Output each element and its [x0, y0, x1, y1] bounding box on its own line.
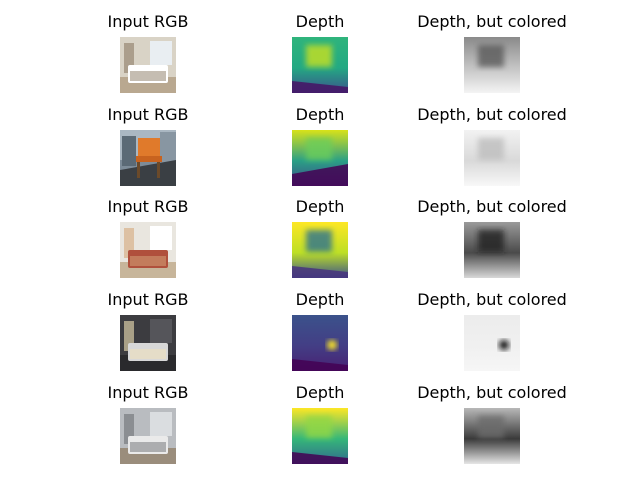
depth-image	[292, 37, 348, 93]
depth-image	[292, 408, 348, 464]
panel-title: Input RGB	[107, 290, 189, 309]
depth-colored-image	[464, 37, 520, 93]
depth-colored-image	[464, 130, 520, 186]
rgb-image	[120, 408, 176, 464]
depth-colored-image	[464, 315, 520, 371]
rgb-image	[120, 37, 176, 93]
panel-title: Depth, but colored	[417, 197, 567, 216]
depth-colored-image	[464, 222, 520, 278]
rgb-image	[120, 315, 176, 371]
depth-image	[292, 222, 348, 278]
panel-title: Depth, but colored	[417, 12, 567, 31]
panel-title: Depth, but colored	[417, 290, 567, 309]
panel-title: Input RGB	[107, 383, 189, 402]
rgb-image	[120, 222, 176, 278]
panel-title: Depth, but colored	[417, 383, 567, 402]
panel-title: Depth	[295, 290, 345, 309]
panel-title: Depth	[295, 383, 345, 402]
panel-title: Depth	[295, 12, 345, 31]
panel-title: Depth, but colored	[417, 105, 567, 124]
depth-image	[292, 315, 348, 371]
panel-title: Input RGB	[107, 197, 189, 216]
depth-image	[292, 130, 348, 186]
rgb-image	[120, 130, 176, 186]
panel-title: Input RGB	[107, 12, 189, 31]
panel-title: Depth	[295, 105, 345, 124]
panel-title: Depth	[295, 197, 345, 216]
depth-colored-image	[464, 408, 520, 464]
panel-title: Input RGB	[107, 105, 189, 124]
